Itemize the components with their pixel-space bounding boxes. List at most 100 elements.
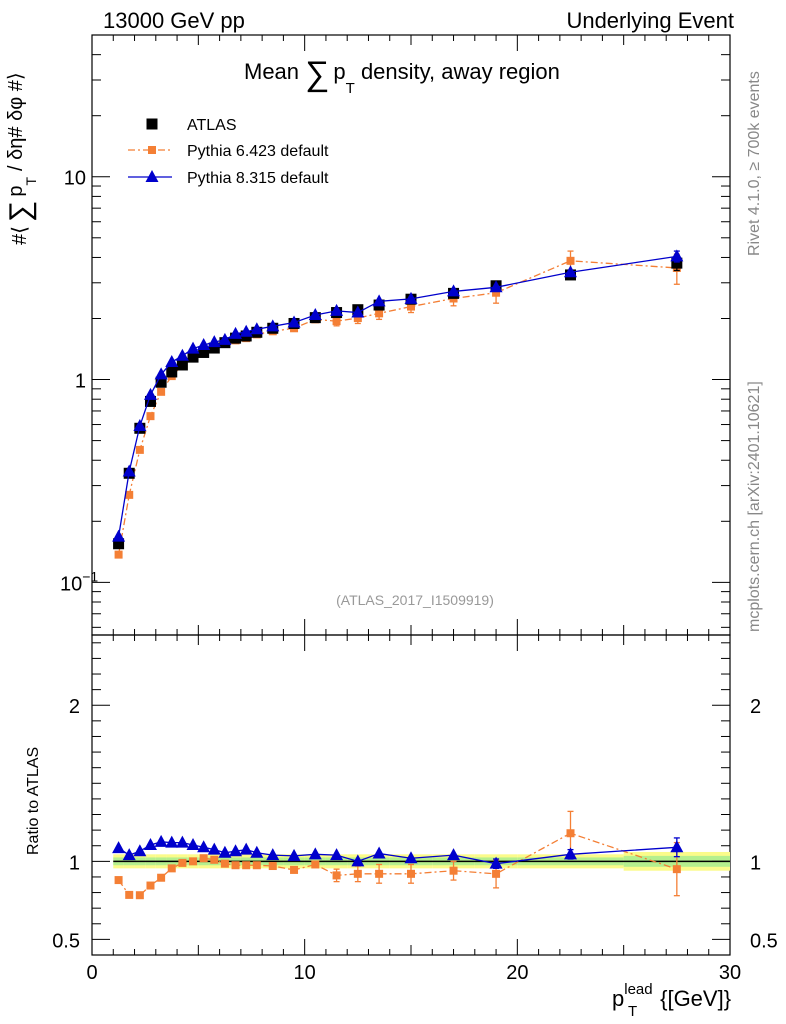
ratio-point-pythia-6-423-default [332, 871, 341, 880]
ratio-point-pythia-6-423-default [220, 859, 229, 868]
ratio-xtick-label: 30 [719, 962, 741, 984]
title-sum-symbol: ∑ [305, 55, 329, 93]
ratio-point-pythia-6-423-default [125, 890, 134, 899]
ratio-point-pythia-6-423-default [210, 855, 219, 864]
ratio-frame [91, 634, 731, 956]
ratio-point-pythia-8-315-default [372, 846, 386, 859]
legend: ATLAS Pythia 6.423 default Pythia 8.315 de… [128, 117, 329, 187]
ratio-ytick-label-right: 1 [750, 852, 761, 874]
title-sub: T [346, 80, 355, 97]
ratio-point-pythia-8-315-default [489, 856, 503, 869]
ratio-xtick-label: 0 [86, 962, 97, 984]
ratio-point-pythia-6-423-default [492, 869, 501, 878]
main-point-pythia-8-315-default [564, 265, 577, 278]
ratio-ytick-label-left: 1 [69, 852, 80, 874]
main-point-pythia-6-423-default [492, 288, 501, 297]
ylabel-sum: ∑ [4, 201, 37, 222]
ratio-point-pythia-8-315-default [112, 841, 126, 854]
main-point-pythia-8-315-default [489, 280, 503, 293]
ylabel-sub: T [23, 177, 39, 186]
ratio-point-pythia-6-423-default [242, 861, 251, 870]
ratio-point-pythia-8-315-default [564, 847, 577, 860]
ratio-point-pythia-6-423-default [157, 873, 166, 882]
ratio-point-pythia-6-423-default [199, 854, 208, 863]
ratio-point-pythia-6-423-default [311, 860, 320, 869]
legend-marker-atlas [146, 118, 158, 130]
legend-marker-pythia-8-315-default [145, 170, 159, 182]
xlabel-p: p [612, 986, 624, 1011]
ratio-y-axis-label: Ratio to ATLAS [25, 747, 42, 855]
ratio-point-pythia-8-315-default [133, 844, 147, 857]
main-point-pythia-8-315-default [308, 308, 322, 321]
main-point-pythia-8-315-default [186, 341, 200, 354]
ylabel-p: p [5, 186, 27, 197]
main-point-pythia-8-315-default [154, 367, 168, 380]
main-line-pythia-8-315-default [117, 255, 677, 537]
ratio-point-pythia-8-315-default [308, 847, 322, 860]
ratio-ytick-label-right: 2 [750, 696, 761, 718]
main-point-pythia-8-315-default [165, 355, 179, 368]
ratio-point-pythia-8-315-default [287, 848, 301, 861]
main-point-pythia-8-315-default [351, 305, 365, 318]
main-point-pythia-8-315-default [372, 294, 386, 307]
ratio-point-pythia-6-423-default [114, 876, 123, 885]
main-point-pythia-6-423-default [353, 314, 362, 323]
ratio-point-pythia-8-315-default [122, 848, 136, 861]
ratio-point-pythia-8-315-default [330, 848, 344, 861]
main-point-pythia-6-423-default [407, 302, 415, 311]
main-ytick-label: 10 [64, 168, 86, 190]
xlabel-sub: T [628, 1003, 637, 1020]
main-y-axis-label: #⟨ ∑ pT / δη# δφ #⟩ [4, 72, 39, 245]
ratio-point-pythia-6-423-default [167, 864, 176, 873]
ratio-point-pythia-8-315-default [165, 835, 179, 848]
header-right: Underlying Event [566, 8, 734, 33]
legend-label-atlas: ATLAS [187, 117, 237, 134]
ratio-point-pythia-8-315-default [186, 837, 200, 850]
ratio-point-pythia-8-315-default [670, 840, 684, 853]
main-point-pythia-8-315-default [266, 319, 280, 332]
main-point-pythia-8-315-default [250, 322, 264, 335]
main-point-pythia-6-423-default [157, 387, 166, 396]
main-point-atlas [144, 395, 156, 407]
ratio-point-pythia-8-315-default [229, 844, 243, 857]
ratio-point-pythia-6-423-default [178, 858, 187, 867]
main-point-atlas [155, 376, 167, 388]
ratio-ytick-label-right: 0.5 [750, 930, 778, 952]
ratio-point-pythia-8-315-default [143, 837, 157, 850]
main-point-pythia-8-315-default [218, 332, 232, 345]
main-point-pythia-6-423-default [125, 490, 134, 499]
ratio-point-pythia-6-423-default [189, 857, 198, 866]
main-title: Mean ∑ pT density, away region [244, 55, 560, 97]
ratio-point-pythia-8-315-default [154, 834, 168, 847]
main-ytick-label: 10−1 [60, 568, 98, 595]
main-point-pythia-8-315-default [330, 303, 344, 316]
main-point-pythia-8-315-default [239, 324, 253, 337]
main-point-pythia-8-315-default [133, 419, 147, 432]
main-point-pythia-8-315-default [404, 291, 418, 304]
ratio-point-pythia-6-423-default [268, 862, 277, 871]
main-point-atlas [187, 351, 199, 363]
xlabel-unit: {[GeV]} [654, 986, 731, 1011]
ratio-point-pythia-8-315-default [218, 845, 232, 858]
title-post: density, away region [355, 59, 560, 84]
main-ytick-label-base: 10 [60, 573, 82, 595]
main-point-pythia-8-315-default [229, 326, 243, 339]
ratio-panel: 0.5 0.51 12 20 10 20 30 [52, 634, 778, 984]
ratio-point-pythia-8-315-default [175, 835, 189, 848]
ratio-point-pythia-6-423-default [135, 891, 144, 900]
main-point-pythia-6-423-default [566, 256, 575, 265]
ratio-point-pythia-6-423-default [672, 865, 681, 874]
header-left: 13000 GeV pp [103, 8, 245, 33]
ratio-point-pythia-8-315-default [266, 848, 280, 861]
ratio-ytick-label-left: 2 [69, 696, 80, 718]
main-point-pythia-8-315-default [143, 387, 157, 400]
main-point-atlas [176, 359, 188, 371]
ratio-point-pythia-6-423-default [146, 881, 155, 890]
title-pre: Mean [244, 59, 305, 84]
main-point-pythia-8-315-default [112, 529, 126, 542]
main-point-pythia-6-423-default [146, 412, 155, 421]
legend-label-pythia-8-315-default: Pythia 8.315 default [187, 170, 329, 187]
main-point-atlas [671, 257, 683, 269]
